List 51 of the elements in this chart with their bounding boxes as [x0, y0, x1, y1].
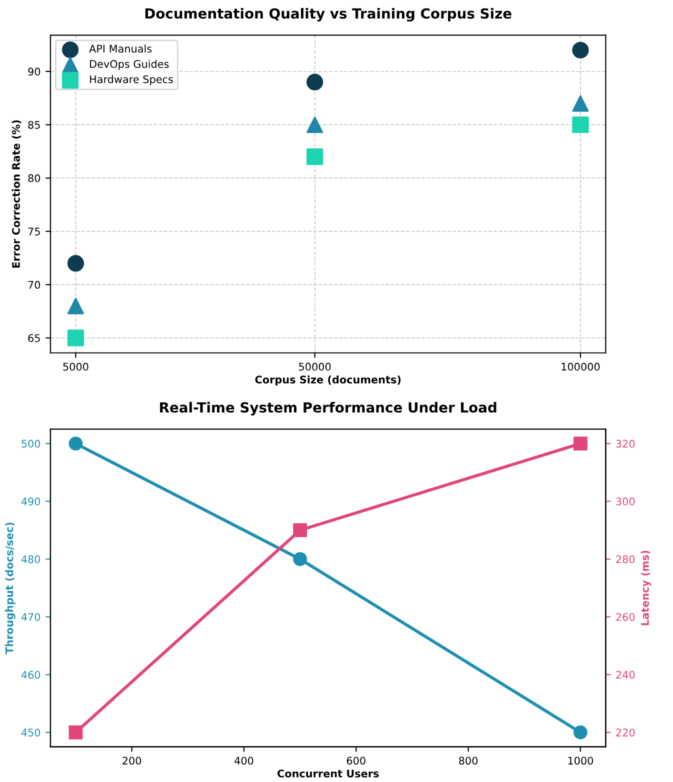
point [306, 74, 324, 90]
y-tick-label: 85 [28, 120, 40, 129]
legend-label: Hardware Specs [90, 75, 173, 86]
y2-tick-label: 240 [616, 670, 635, 679]
legend-label: API Manuals [89, 44, 152, 53]
y-tick-label: 70 [28, 280, 40, 289]
y-tick-label: 470 [21, 613, 40, 621]
x-tick-label: 1000 [568, 756, 594, 765]
y-tick-label: 500 [22, 440, 40, 448]
point [68, 725, 83, 740]
x-tick-label: 100000 [562, 362, 600, 371]
legend-label: DevOps Guides [90, 60, 169, 70]
x-tick-label: 800 [459, 756, 478, 765]
y-tick-label: 65 [28, 334, 40, 342]
point [68, 436, 83, 451]
x-tick-label: 200 [122, 756, 142, 765]
y-tick-label: 75 [28, 228, 40, 236]
y-tick-label: 450 [21, 728, 40, 736]
y-tick-label: 490 [21, 498, 40, 506]
y-tick-label: 80 [28, 174, 40, 182]
point [67, 330, 84, 346]
y2-tick-label: 280 [616, 555, 635, 564]
y-axis-title: Error Correction Rate (%) [12, 120, 22, 268]
point [574, 436, 588, 451]
point [572, 116, 589, 134]
y2-axis-title: Latency (ms) [640, 550, 652, 626]
x-tick-label: 400 [234, 756, 254, 765]
y2-tick-label: 260 [616, 613, 635, 621]
point [67, 255, 84, 272]
y-tick-label: 90 [28, 68, 40, 76]
x-axis-title: Corpus Size (documents) [255, 375, 401, 386]
x-tick-label: 50000 [299, 362, 331, 371]
chart-title: Real-Time System Performance Under Load [160, 402, 496, 416]
x-tick-label: 600 [346, 756, 366, 765]
point [293, 523, 307, 538]
point [574, 725, 588, 740]
point [293, 552, 307, 566]
point [67, 298, 84, 314]
y2-tick-label: 220 [616, 728, 635, 736]
point [572, 42, 589, 58]
point [306, 148, 324, 166]
x-tick-label: 5000 [63, 362, 88, 371]
point [306, 116, 324, 134]
y-tick-label: 460 [21, 670, 40, 679]
y-tick-label: 480 [21, 555, 40, 564]
point [572, 95, 589, 112]
y2-tick-label: 320 [616, 440, 635, 448]
y2-tick-label: 300 [616, 498, 635, 506]
y-axis-title: Throughput (docs/sec) [5, 522, 16, 654]
x-axis-title: Concurrent Users [277, 770, 379, 778]
chart-title: Documentation Quality vs Training Corpus Size [145, 8, 512, 22]
